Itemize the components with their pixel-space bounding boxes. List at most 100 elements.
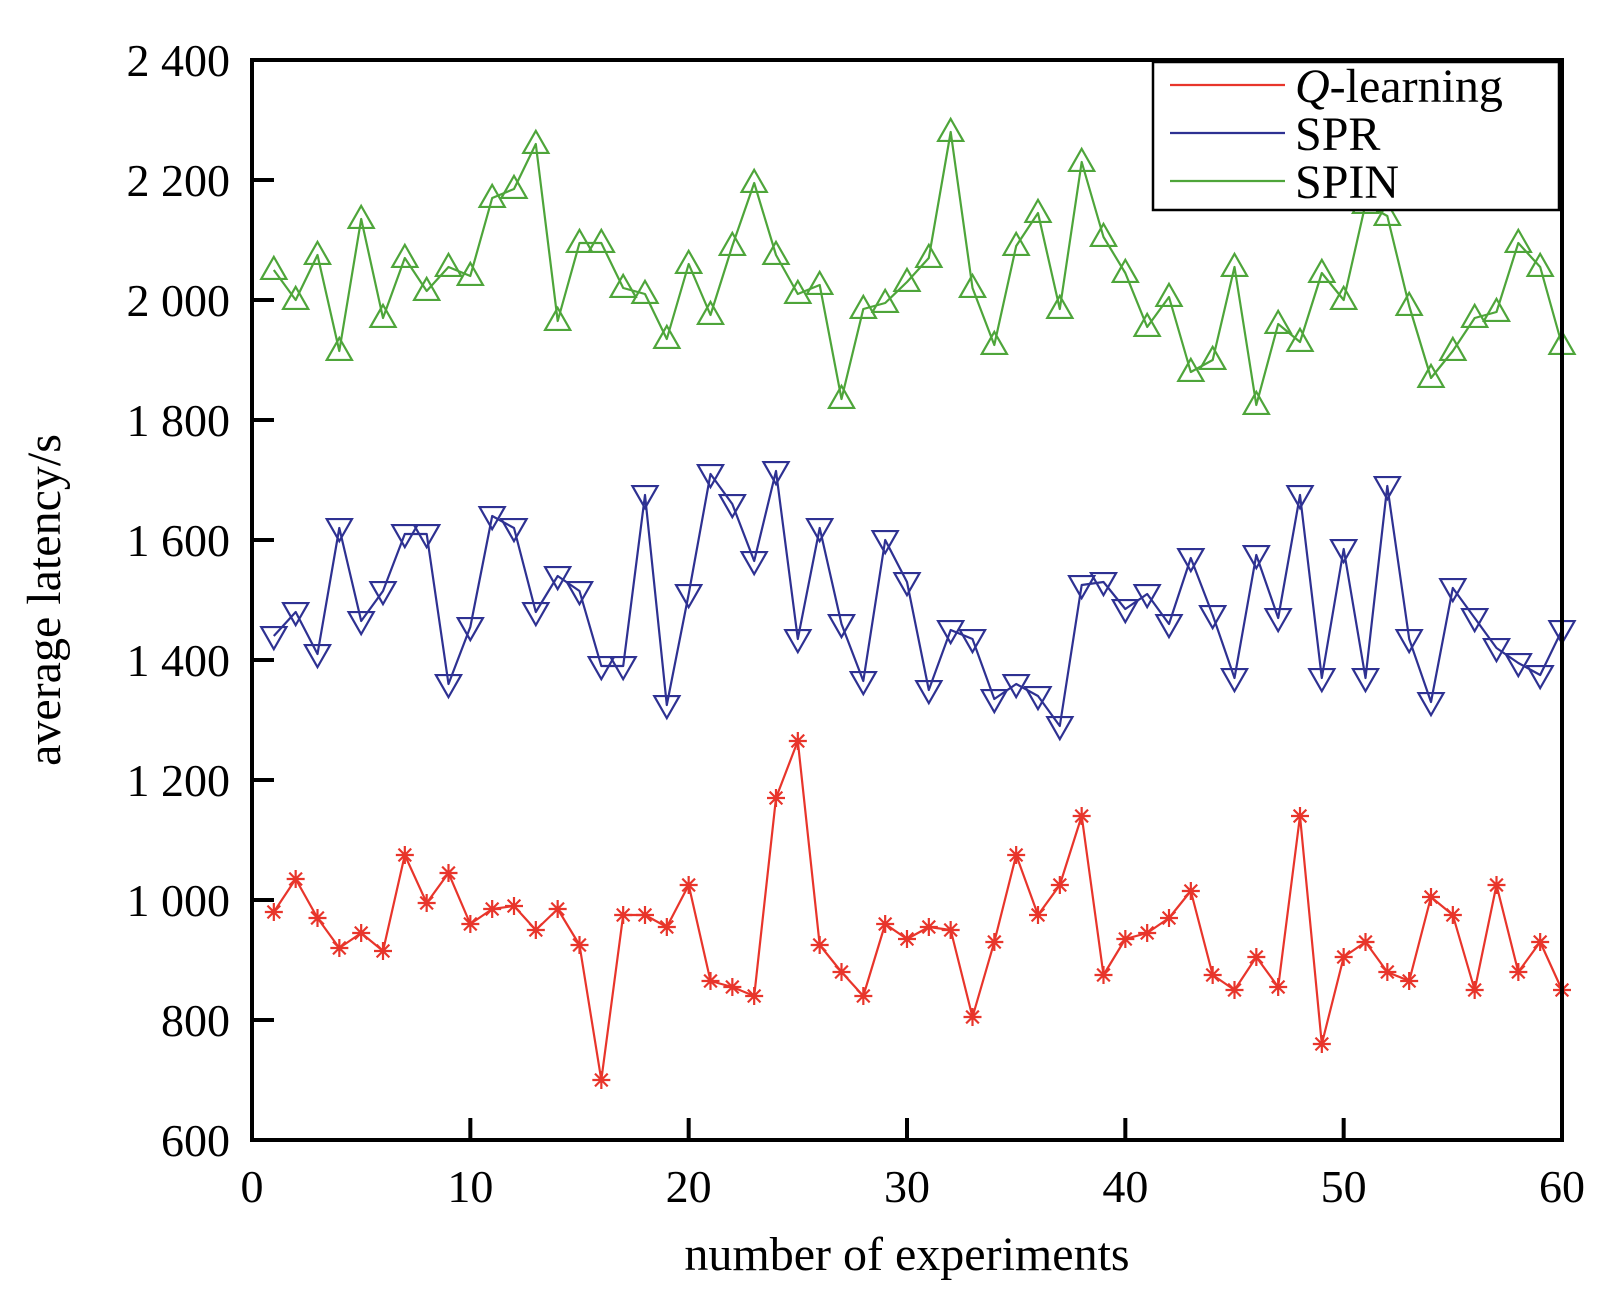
data-point-spr [717,493,747,520]
data-point-q-learning [941,921,960,939]
data-point-spin [696,299,725,326]
y-tick-label: 2 000 [127,275,231,326]
data-point-spin [827,383,856,410]
data-point-q-learning [985,933,1004,951]
data-point-spr [848,670,878,697]
y-tick-label: 800 [161,995,230,1046]
data-point-spin [958,272,987,299]
data-point-spr [324,517,354,544]
data-point-spin [783,278,813,305]
y-tick-label: 1 800 [127,395,231,446]
data-point-q-learning [1509,963,1528,981]
data-point-q-learning [854,987,873,1005]
data-point-spin [543,305,573,332]
data-point-spr [1329,538,1359,565]
x-tick-label: 20 [666,1161,712,1212]
data-point-spr [1001,673,1031,700]
data-point-spin [1372,200,1402,227]
data-point-q-learning [548,900,567,918]
data-point-spr [412,523,442,550]
data-point-spin [608,272,638,299]
data-point-spr [368,580,398,607]
data-point-spin [1220,251,1249,278]
series-q-learning [264,732,1571,1089]
data-point-q-learning [1094,966,1113,984]
data-point-spr [1220,667,1249,694]
data-point-spr [1482,637,1511,664]
data-point-q-learning [876,915,895,933]
data-point-q-learning [1072,807,1091,825]
data-point-spr [1351,667,1380,694]
data-point-q-learning [570,936,589,954]
series-spin [259,116,1577,416]
data-point-spin [324,335,354,362]
data-point-q-learning [832,963,851,981]
data-point-spr [696,463,725,490]
data-point-spin [979,329,1009,356]
x-tick-label: 60 [1539,1161,1585,1212]
data-point-spin [565,227,594,254]
data-point-q-learning [1291,807,1309,825]
data-point-spin [346,203,376,230]
data-point-spin [1438,335,1468,362]
data-point-q-learning [374,942,392,960]
data-point-spin [805,269,835,296]
data-point-spr [1023,685,1053,712]
data-point-q-learning [1050,876,1069,894]
y-tick-label: 1 400 [127,635,231,686]
x-tick-label: 0 [241,1161,264,1212]
data-point-spr [303,643,332,670]
data-point-q-learning [745,987,764,1005]
data-point-spin [1503,227,1533,254]
data-point-spr [892,571,922,598]
data-point-spr [761,460,791,487]
data-point-spr [630,484,660,511]
data-point-q-learning [1443,906,1462,924]
data-point-spin [412,275,442,302]
data-point-spin [1307,257,1337,284]
axes-layer: 0 10 20 30 40 50 60 600 800 1 000 1 200 1 400 1 600 1… [127,35,1586,1212]
data-point-spr [1176,547,1206,574]
data-point-q-learning [1203,966,1222,984]
legend-label: SPIN [1295,156,1399,209]
y-tick-label: 600 [161,1115,230,1166]
data-layer [259,116,1577,1089]
data-point-q-learning [330,939,349,957]
data-point-spin [1263,308,1293,335]
data-point-spr [259,625,289,652]
data-point-spr [1198,604,1228,631]
data-point-spin [1285,326,1315,353]
data-point-q-learning [1269,978,1288,996]
data-point-spin [848,293,878,320]
series-line-spin [272,130,1564,407]
data-point-spin [1045,293,1075,320]
data-point-spr [805,517,835,544]
data-point-q-learning [963,1008,982,1026]
data-point-spr [1372,475,1402,502]
data-point-q-learning [723,978,742,996]
data-point-q-learning [1116,930,1135,948]
data-point-q-learning [526,921,545,939]
data-point-spin [1132,311,1162,338]
legend-label: SPR [1295,108,1380,161]
x-axis-title: number of experiments [684,1228,1129,1281]
data-point-spin [1110,257,1140,284]
data-point-q-learning [395,846,414,864]
data-point-spr [608,655,638,682]
data-point-q-learning [919,918,938,936]
data-point-spr [1416,691,1446,718]
data-point-spr [477,505,507,532]
data-point-q-learning [657,918,676,936]
data-point-spin [652,323,682,350]
y-tick-label: 1 000 [127,875,231,926]
x-tick-label: 50 [1321,1161,1367,1212]
y-tick-label: 2 400 [127,35,231,86]
data-point-spin [936,116,966,143]
data-point-q-learning [898,930,916,948]
data-point-q-learning [461,915,480,933]
data-point-q-learning [1487,876,1506,894]
data-point-spin [455,260,485,287]
y-axis-title: average latency/s [18,434,71,766]
